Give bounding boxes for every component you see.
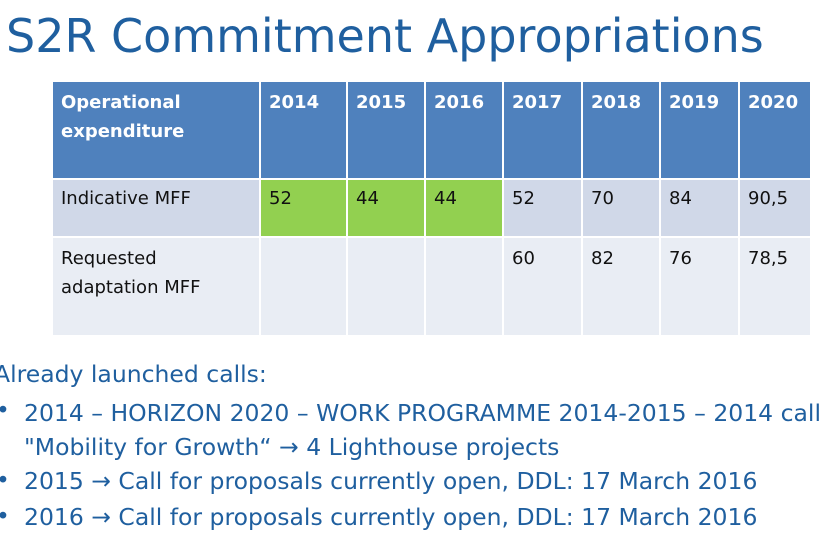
table-header-row: Operational expenditure 2014 2015 2016 2… <box>51 80 812 180</box>
table-cell: 90,5 <box>738 178 812 238</box>
bullet-icon: • <box>0 466 10 494</box>
table-cell: 44 <box>424 178 504 238</box>
table-cell: 60 <box>502 236 583 337</box>
table-cell: 84 <box>659 178 740 238</box>
header-cell: 2015 <box>346 80 426 180</box>
header-cell: 2018 <box>581 80 661 180</box>
table-cell: 52 <box>259 178 348 238</box>
table-cell: 76 <box>659 236 740 337</box>
row-label: Requested adaptation MFF <box>51 236 261 337</box>
header-cell: 2019 <box>659 80 740 180</box>
table-cell: 70 <box>581 178 661 238</box>
table-cell <box>424 236 504 337</box>
header-cell: 2016 <box>424 80 504 180</box>
calls-heading: Already launched calls: <box>0 360 267 388</box>
row-label: Indicative MFF <box>51 178 261 238</box>
list-item-line: "Mobility for Growth“ → 4 Lighthouse pro… <box>24 433 560 461</box>
list-item: 2014 – HORIZON 2020 – WORK PROGRAMME 201… <box>24 396 821 464</box>
table-cell <box>259 236 348 337</box>
list-item: 2015 → Call for proposals currently open… <box>24 467 758 495</box>
table-cell: 82 <box>581 236 661 337</box>
appropriations-table: Operational expenditure 2014 2015 2016 2… <box>51 80 812 337</box>
header-cell: 2014 <box>259 80 348 180</box>
table-cell: 52 <box>502 178 583 238</box>
header-cell: Operational expenditure <box>51 80 261 180</box>
page-title: S2R Commitment Appropriations <box>6 9 764 63</box>
table-cell: 44 <box>346 178 426 238</box>
list-item-line: 2014 – HORIZON 2020 – WORK PROGRAMME 201… <box>24 399 821 427</box>
table-cell: 78,5 <box>738 236 812 337</box>
header-cell: 2020 <box>738 80 812 180</box>
bullet-icon: • <box>0 502 10 530</box>
table-row: Indicative MFF 52 44 44 52 70 84 90,5 <box>51 178 812 238</box>
list-item: 2016 → Call for proposals currently open… <box>24 503 758 531</box>
table-cell <box>346 236 426 337</box>
table-row: Requested adaptation MFF 60 82 76 78,5 <box>51 236 812 337</box>
bullet-icon: • <box>0 396 10 424</box>
header-cell: 2017 <box>502 80 583 180</box>
